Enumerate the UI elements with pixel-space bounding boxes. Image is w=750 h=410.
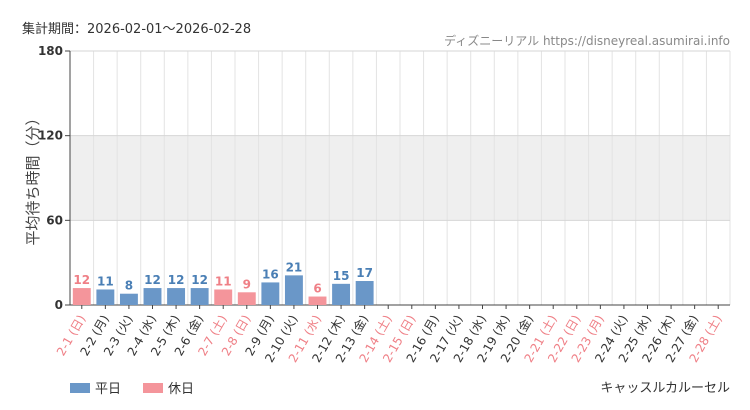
data-label: 8: [125, 279, 133, 293]
bars: [72, 275, 374, 305]
source-credit: ディズニーリアル https://disneyreal.asumirai.inf…: [444, 34, 730, 48]
legend-holiday-swatch: [143, 382, 163, 393]
y-axis-label: 平均待ち時間（分）: [24, 110, 42, 245]
y-tick-label: 0: [55, 298, 63, 312]
legend-holiday-label: 休日: [168, 382, 195, 397]
data-label: 11: [215, 274, 232, 288]
y-tick-label: 60: [46, 213, 63, 227]
bar: [237, 292, 256, 305]
bar: [167, 288, 186, 305]
data-label: 17: [356, 266, 373, 280]
legend-weekday-swatch: [70, 382, 90, 393]
data-labels: 12 11 8 12 12 12 11 9 16 21 6 15 17: [73, 260, 373, 295]
data-label: 11: [97, 274, 114, 288]
legend-holiday: 休日: [143, 378, 194, 397]
bar: [308, 296, 327, 305]
bar: [214, 289, 233, 305]
bar: [72, 288, 91, 305]
bar: [261, 282, 280, 305]
data-label: 6: [313, 282, 321, 296]
grid-lines: [69, 50, 731, 305]
bar: [355, 281, 374, 305]
x-axis-ticks: 2-1 (日)2-2 (月)2-3 (火)2-4 (水)2-5 (木)2-6 (…: [54, 305, 725, 365]
data-label: 16: [262, 267, 279, 281]
period-label: 集計期間：2026-02-01〜2026-02-28: [22, 22, 252, 37]
attraction-name: キャッスルカルーセル: [600, 381, 730, 396]
y-tick-label: 120: [38, 129, 63, 143]
data-label: 15: [333, 269, 350, 283]
legend-weekday-label: 平日: [95, 382, 122, 397]
bar: [143, 288, 162, 305]
y-tick-label: 180: [38, 44, 63, 58]
bar: [96, 289, 115, 305]
bar: [190, 288, 209, 305]
data-label: 9: [243, 277, 251, 291]
data-label: 12: [168, 273, 185, 287]
bar: [119, 293, 138, 305]
bar: [284, 275, 303, 305]
data-label: 12: [73, 273, 90, 287]
data-label: 12: [191, 273, 208, 287]
legend-weekday: 平日: [70, 378, 121, 397]
data-label: 21: [286, 260, 303, 274]
bar: [332, 283, 351, 305]
data-label: 12: [144, 273, 161, 287]
